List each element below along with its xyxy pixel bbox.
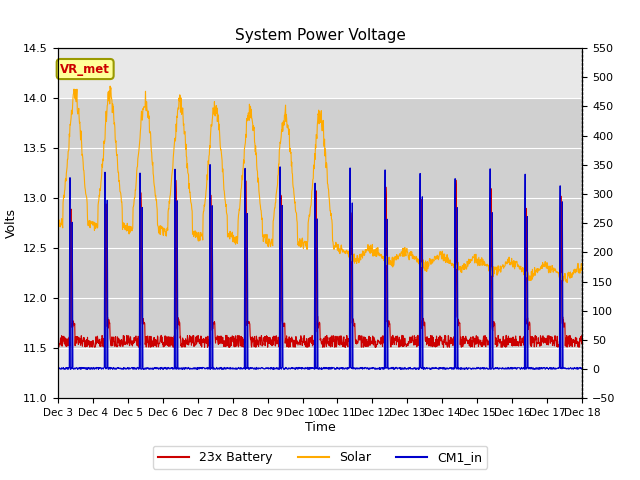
Bar [58,98,582,348]
Title: System Power Voltage: System Power Voltage [235,28,405,43]
Legend: 23x Battery, Solar, CM1_in: 23x Battery, Solar, CM1_in [153,446,487,469]
X-axis label: Time: Time [305,421,335,434]
Y-axis label: Volts: Volts [4,208,17,238]
Text: VR_met: VR_met [60,62,110,75]
